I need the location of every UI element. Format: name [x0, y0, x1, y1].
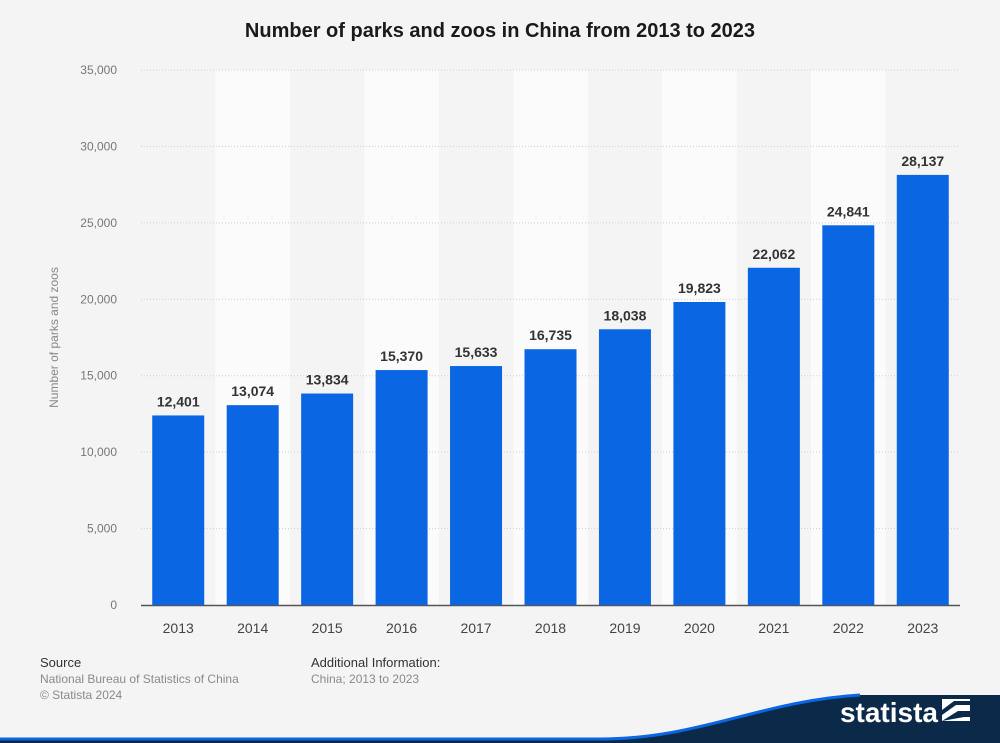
y-tick-label: 10,000: [80, 445, 117, 459]
y-tick-label: 25,000: [80, 216, 117, 230]
x-tick-label: 2019: [609, 620, 640, 636]
x-tick-label: 2014: [237, 620, 268, 636]
bar: [598, 329, 651, 605]
y-tick-label: 5,000: [87, 522, 117, 536]
x-tick-label: 2023: [907, 620, 938, 636]
bar-value-label: 18,038: [604, 307, 647, 323]
bar-value-label: 22,062: [752, 246, 795, 262]
y-axis-label: Number of parks and zoos: [47, 267, 61, 408]
bar: [375, 370, 428, 605]
x-tick-label: 2022: [833, 620, 864, 636]
x-tick-label: 2015: [312, 620, 343, 636]
bar: [896, 174, 949, 605]
statista-logo-text[interactable]: statista: [839, 697, 938, 728]
bar: [450, 366, 503, 605]
source-text[interactable]: National Bureau of Statistics of China: [40, 672, 239, 686]
x-tick-label: 2016: [386, 620, 417, 636]
bar: [673, 301, 726, 605]
bar-value-label: 15,633: [455, 344, 498, 360]
bar: [747, 267, 800, 605]
x-tick-label: 2017: [460, 620, 491, 636]
y-tick-label: 35,000: [80, 63, 117, 77]
y-tick-label: 0: [110, 598, 117, 612]
bar: [226, 405, 279, 605]
statista-logo-icon[interactable]: [942, 699, 970, 726]
bar: [524, 349, 577, 605]
statista-brand-bar: statista: [0, 673, 1000, 743]
brand-swoosh: [0, 693, 1000, 743]
bar: [301, 393, 354, 605]
x-tick-label: 2020: [684, 620, 715, 636]
y-tick-label: 20,000: [80, 292, 117, 306]
copyright-text: © Statista 2024: [40, 688, 123, 702]
bar-chart: 0 5,000 10,000 15,000 20,000 25,000 30,000 35,0…: [47, 63, 960, 636]
x-tick-label: 2018: [535, 620, 566, 636]
bar: [822, 225, 875, 605]
bar-value-label: 24,841: [827, 203, 870, 219]
bar-value-label: 19,823: [678, 280, 721, 296]
bar-value-label: 13,834: [306, 372, 349, 388]
source-block: Source National Bureau of Statistics of …: [40, 655, 239, 703]
source-heading: Source: [40, 655, 82, 670]
bar-value-label: 16,735: [529, 327, 572, 343]
chart-title: Number of parks and zoos in China from 2…: [244, 20, 756, 42]
additional-info-block: Additional Information: China; 2013 to 2…: [311, 655, 440, 687]
additional-info-heading: Additional Information:: [311, 655, 441, 670]
bar-value-label: 12,401: [157, 393, 200, 409]
bar-value-label: 15,370: [380, 348, 423, 364]
bar-value-label: 28,137: [901, 153, 944, 169]
bar-value-label: 13,074: [231, 383, 274, 399]
x-tick-label: 2021: [758, 620, 789, 636]
y-tick-label: 30,000: [80, 139, 117, 153]
x-tick-label: 2013: [163, 620, 194, 636]
bar: [152, 415, 205, 605]
additional-info-text: China; 2013 to 2023: [311, 672, 420, 686]
y-tick-label: 15,000: [80, 369, 117, 383]
